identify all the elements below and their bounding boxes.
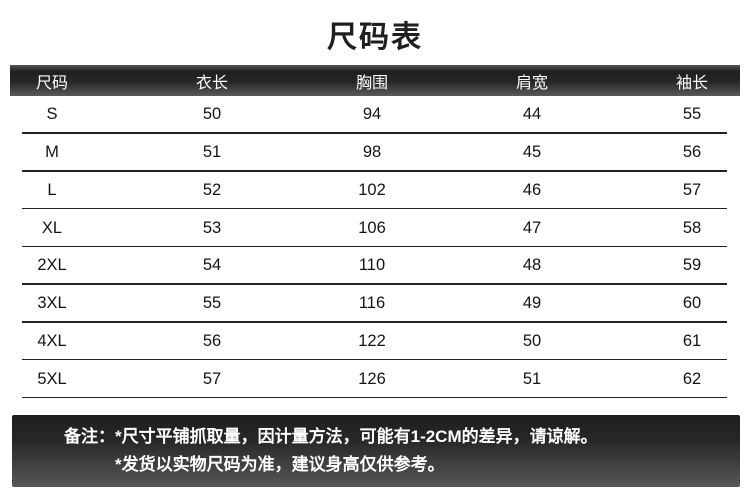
table-cell: L bbox=[47, 180, 57, 199]
notes-lines: *尺寸平铺抓取量，因计量方法，可能有1-2CM的差异，请谅解。 *发货以实物尺码… bbox=[115, 423, 598, 479]
table-body: S 50 94 44 55 M 51 98 45 56 L 52 102 46 57 XL 53 106 47 58 2… bbox=[10, 96, 740, 398]
table-cell: 51 bbox=[522, 369, 542, 388]
table-cell: 55 bbox=[682, 105, 702, 124]
table-cell: 45 bbox=[522, 143, 542, 162]
table-row-inner: 5XL 57 126 51 62 bbox=[0, 360, 750, 398]
table-cell: 47 bbox=[522, 218, 542, 237]
table-row-inner: 4XL 56 122 50 61 bbox=[0, 323, 750, 361]
table-header: 尺码 衣长 胸围 肩宽 袖长 bbox=[10, 65, 740, 96]
header-cell: 袖长 bbox=[675, 74, 708, 92]
table-row: 2XL 54 110 48 59 bbox=[10, 247, 740, 285]
table-header-row: 尺码 衣长 胸围 肩宽 袖长 bbox=[10, 65, 740, 96]
notes-label: 备注： bbox=[64, 427, 115, 446]
table-cell: 94 bbox=[362, 105, 382, 124]
table-row: S 50 94 44 55 bbox=[10, 96, 740, 134]
table-row: XL 53 106 47 58 bbox=[10, 209, 740, 247]
table-cell: 50 bbox=[522, 331, 542, 350]
table-row-inner: L 52 102 46 57 bbox=[0, 172, 750, 210]
table-cell: 51 bbox=[202, 143, 222, 162]
note-line: *尺寸平铺抓取量，因计量方法，可能有1-2CM的差异，请谅解。 bbox=[115, 427, 598, 446]
table-cell: 52 bbox=[202, 180, 222, 199]
table-cell: 62 bbox=[682, 369, 702, 388]
table-cell: 46 bbox=[522, 180, 542, 199]
header-cell: 衣长 bbox=[195, 74, 228, 92]
table-row-inner: XL 53 106 47 58 bbox=[0, 209, 750, 247]
table-cell: 48 bbox=[522, 256, 542, 275]
table-row-inner: 2XL 54 110 48 59 bbox=[0, 247, 750, 285]
table-cell: 98 bbox=[362, 143, 382, 162]
table-cell: 122 bbox=[358, 331, 386, 350]
table-cell: 116 bbox=[358, 294, 386, 313]
table-row-inner: M 51 98 45 56 bbox=[0, 134, 750, 172]
table-row-inner: S 50 94 44 55 bbox=[0, 96, 750, 134]
table-cell: 126 bbox=[358, 369, 386, 388]
table-cell: 58 bbox=[682, 218, 702, 237]
table-cell: 50 bbox=[202, 105, 222, 124]
table-cell: 54 bbox=[202, 256, 222, 275]
table-cell: M bbox=[45, 143, 59, 162]
header-cell: 尺码 bbox=[35, 74, 68, 92]
table-cell: 60 bbox=[682, 294, 702, 313]
table-cell: 59 bbox=[682, 256, 702, 275]
table-row-inner: 3XL 55 116 49 60 bbox=[0, 285, 750, 323]
table-cell: 49 bbox=[522, 294, 542, 313]
table-cell: 4XL bbox=[37, 331, 67, 350]
table-cell: 44 bbox=[522, 105, 542, 124]
table-cell: 57 bbox=[682, 180, 702, 199]
table-cell: 2XL bbox=[37, 256, 67, 275]
header-cell: 胸围 bbox=[355, 74, 388, 92]
table-cell: 55 bbox=[202, 294, 222, 313]
page-title: 尺码表 bbox=[327, 21, 423, 54]
table-cell: 56 bbox=[202, 331, 222, 350]
notes-panel: 备注： *尺寸平铺抓取量，因计量方法，可能有1-2CM的差异，请谅解。 *发货以… bbox=[12, 415, 740, 487]
table-cell: 61 bbox=[682, 331, 702, 350]
table-cell: S bbox=[46, 105, 58, 124]
table-cell: 110 bbox=[358, 256, 386, 275]
note-line: *发货以实物尺码为准，建议身高仅供参考。 bbox=[115, 455, 445, 474]
table-cell: 5XL bbox=[37, 369, 67, 388]
table-cell: XL bbox=[41, 218, 63, 237]
table-cell: 53 bbox=[202, 218, 222, 237]
header-cell: 肩宽 bbox=[515, 74, 548, 92]
table-cell: 3XL bbox=[37, 294, 67, 313]
table-cell: 102 bbox=[358, 180, 386, 199]
table-cell: 57 bbox=[202, 369, 222, 388]
table-row: 5XL 57 126 51 62 bbox=[10, 360, 740, 398]
table-cell: 106 bbox=[358, 218, 386, 237]
table-row: 4XL 56 122 50 61 bbox=[10, 323, 740, 361]
table-row: L 52 102 46 57 bbox=[10, 172, 740, 210]
table-row: 3XL 55 116 49 60 bbox=[10, 285, 740, 323]
table-cell: 56 bbox=[682, 143, 702, 162]
table-row: M 51 98 45 56 bbox=[10, 134, 740, 172]
